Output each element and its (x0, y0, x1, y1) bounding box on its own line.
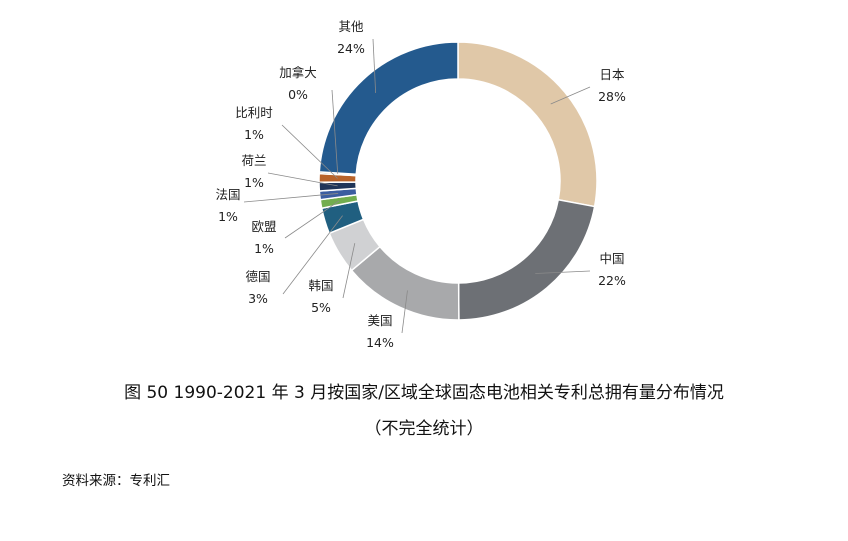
slice-value-label: 5% (311, 300, 331, 315)
slice-value-label: 1% (218, 209, 238, 224)
leader-line (535, 270, 591, 274)
slice-name-label: 加拿大 (279, 65, 317, 80)
slice-name-label: 荷兰 (241, 153, 266, 168)
source-note: 资料来源：专利汇 (62, 473, 170, 489)
figure-caption: 图 50 1990-2021 年 3 月按国家/区域全球固态电池相关专利总拥有量… (124, 383, 724, 403)
slice-labels: 日本 28% 中国 22% 美国 14% 韩国 5% 德国 3% 欧盟 1% 法国 1% 荷兰 1% 比利时 1%… (215, 19, 626, 350)
slice-value-label: 0% (288, 87, 308, 102)
slice-name-label: 比利时 (235, 105, 273, 120)
slice-name-label: 韩国 (308, 278, 333, 293)
slice-e4b8ade59bbd (457, 198, 596, 321)
slice-value-label: 22% (598, 273, 626, 288)
donut-chart: 日本 28% 中国 22% 美国 14% 韩国 5% 德国 3% 欧盟 1% 法国 1% 荷兰 1% 比利时 1%… (215, 19, 626, 350)
slice-value-label: 28% (598, 89, 626, 104)
slice-name-label: 中国 (599, 251, 624, 266)
leader-lines (243, 38, 591, 334)
slice-value-label: 14% (366, 335, 394, 350)
slice-value-label: 1% (244, 175, 264, 190)
slice-value-label: 1% (254, 241, 274, 256)
slice-name-label: 其他 (338, 19, 364, 34)
slice-name-label: 欧盟 (251, 219, 276, 234)
leader-line (550, 86, 591, 105)
leader-line (282, 215, 343, 295)
leader-line (281, 124, 338, 179)
leader-line (284, 200, 340, 239)
slice-name-label: 美国 (367, 313, 392, 328)
slice-value-label: 24% (337, 41, 365, 56)
leader-line (372, 38, 377, 94)
slice-name-label: 德国 (245, 269, 270, 284)
slice-value-label: 1% (244, 127, 264, 142)
slice-e697a5e69cac (457, 41, 598, 208)
figure-caption-note: （不完全统计） (364, 419, 484, 439)
slice-name-label: 法国 (215, 187, 240, 202)
leader-line (331, 89, 339, 174)
donut-slices (318, 41, 598, 321)
leader-line (243, 193, 339, 203)
slice-name-label: 日本 (599, 67, 625, 82)
slice-e585b6e4bb96 (318, 41, 459, 176)
leader-line (267, 172, 338, 187)
leader-line (401, 290, 408, 334)
leader-line (342, 243, 356, 299)
slice-value-label: 3% (248, 291, 268, 306)
